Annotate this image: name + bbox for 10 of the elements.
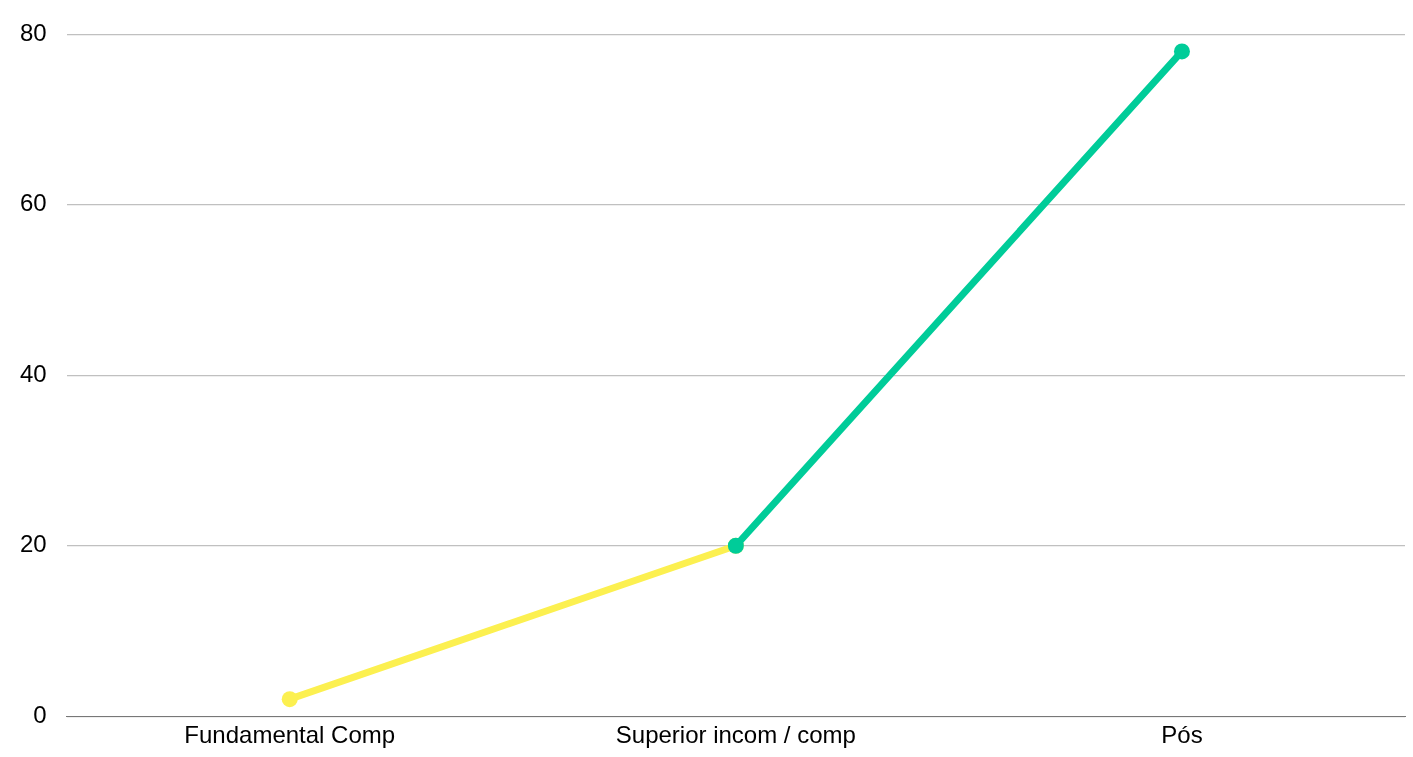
x-tick-label: Fundamental Comp bbox=[184, 721, 396, 749]
y-tick-label: 20 bbox=[19, 530, 47, 558]
y-tick-label: 80 bbox=[19, 19, 47, 47]
y-tick-label: 60 bbox=[19, 189, 47, 217]
point bbox=[1173, 43, 1190, 60]
y-tick-label: 0 bbox=[33, 700, 47, 728]
x-tick-label: Superior incom / comp bbox=[615, 721, 856, 749]
y-tick-label: 40 bbox=[19, 359, 47, 387]
point bbox=[281, 691, 298, 708]
x-tick-label: Pós bbox=[1161, 721, 1203, 749]
